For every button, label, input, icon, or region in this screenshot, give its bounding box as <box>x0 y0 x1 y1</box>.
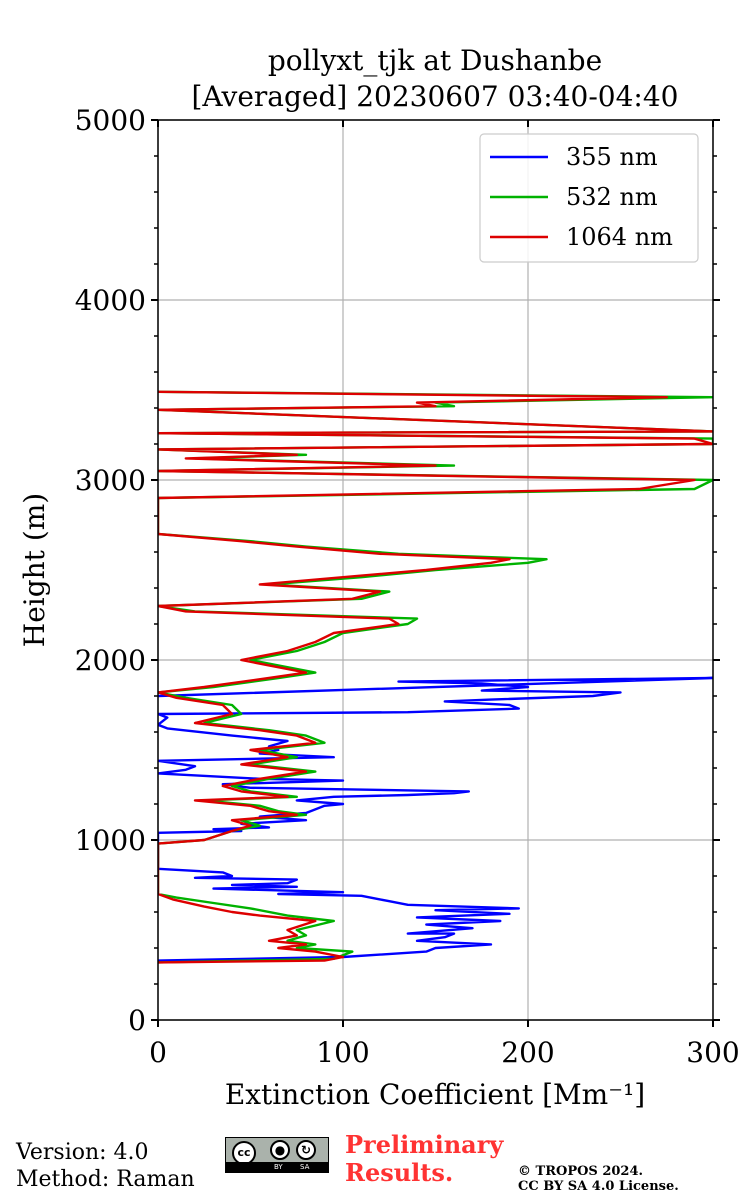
series-line-532-nm <box>158 390 713 964</box>
legend-label: 532 nm <box>566 183 658 211</box>
version-text: Version: 4.0 <box>16 1140 149 1165</box>
y-tick-label: 3000 <box>75 464 146 497</box>
cc-license-badge: cc ● ↻ BY SA <box>225 1137 329 1173</box>
series-line-1064-nm <box>158 390 713 964</box>
x-tick-label: 100 <box>316 1036 369 1069</box>
cc-by-text: BY <box>274 1163 283 1171</box>
copyright-line2: CC BY SA 4.0 License. <box>518 1179 679 1194</box>
copyright-text: © TROPOS 2024. CC BY SA 4.0 License. <box>518 1164 679 1194</box>
share-alike-icon: ↻ <box>296 1140 316 1160</box>
y-tick-label: 5000 <box>75 104 146 137</box>
y-tick-label: 1000 <box>75 824 146 857</box>
plot-frame <box>157 119 714 1021</box>
x-tick-label: 200 <box>501 1036 554 1069</box>
legend-label: 1064 nm <box>566 223 673 251</box>
y-axis-label: Height (m) <box>18 493 51 647</box>
series-lines <box>158 390 713 964</box>
cc-sa-text: SA <box>300 1163 310 1171</box>
x-tick-label: 0 <box>149 1036 167 1069</box>
y-tick-label: 0 <box>128 1004 146 1037</box>
preliminary-line1: Preliminary <box>345 1130 504 1159</box>
preliminary-results-text: Preliminary Results. <box>345 1131 503 1187</box>
x-tick-label: 300 <box>686 1036 739 1069</box>
preliminary-line2: Results. <box>345 1158 454 1187</box>
legend: 355 nm 532 nm 1064 nm <box>479 133 699 263</box>
copyright-line1: © TROPOS 2024. <box>518 1164 644 1179</box>
series-line-355-nm <box>158 676 713 962</box>
legend-label: 355 nm <box>566 143 658 171</box>
y-tick-label: 4000 <box>75 284 146 317</box>
cc-badge-bar <box>226 1162 328 1172</box>
chart-title-line1: pollyxt_tjk at Dushanbe <box>268 44 602 77</box>
person-icon: ● <box>270 1140 290 1160</box>
x-axis-label: Extinction Coefficient [Mm⁻¹] <box>225 1078 645 1111</box>
chart-title-line2: [Averaged] 20230607 03:40-04:40 <box>192 80 679 113</box>
legend-box <box>479 133 699 263</box>
y-tick-label: 2000 <box>75 644 146 677</box>
method-text: Method: Raman <box>16 1167 195 1192</box>
